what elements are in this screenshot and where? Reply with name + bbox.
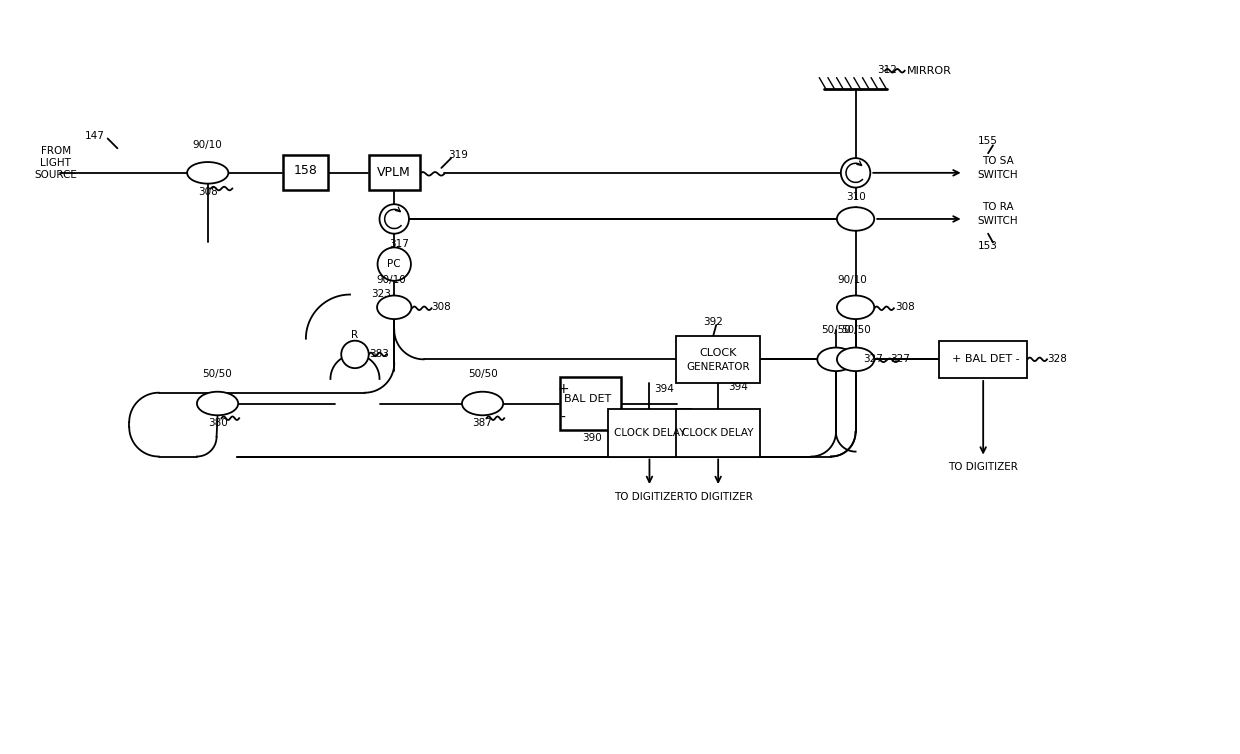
Text: SWITCH: SWITCH [977,216,1018,226]
Text: 308: 308 [432,302,451,312]
Text: 327: 327 [890,354,910,364]
Text: SOURCE: SOURCE [35,170,77,179]
Text: TO DIGITIZER: TO DIGITIZER [615,492,684,501]
Text: 312: 312 [877,65,897,75]
Text: 50/50: 50/50 [821,325,851,335]
Text: SWITCH: SWITCH [977,170,1018,179]
Ellipse shape [197,392,238,415]
Text: + BAL DET -: + BAL DET - [952,354,1021,364]
Bar [677,336,760,383]
Bar [608,409,691,456]
Text: 153: 153 [978,241,998,251]
Text: 308: 308 [198,188,217,198]
Text: LIGHT: LIGHT [40,158,71,168]
Text: 147: 147 [84,130,105,140]
Text: CLOCK DELAY: CLOCK DELAY [682,428,754,438]
Ellipse shape [837,348,874,371]
Text: FROM: FROM [41,146,71,156]
Text: VPLM: VPLM [377,167,412,179]
Text: 50/50: 50/50 [202,369,232,379]
Text: 50/50: 50/50 [841,325,870,335]
Ellipse shape [837,207,874,231]
Text: TO RA: TO RA [982,202,1014,212]
Ellipse shape [817,348,854,371]
Text: 90/10: 90/10 [193,140,223,150]
Bar [939,341,1028,378]
Text: PC: PC [387,259,401,269]
Text: 328: 328 [1047,354,1066,364]
Text: 308: 308 [895,302,915,312]
Ellipse shape [377,296,412,319]
Text: 390: 390 [583,433,603,443]
Text: 50/50: 50/50 [467,369,497,379]
Text: TO DIGITIZER: TO DIGITIZER [949,462,1018,472]
Text: 158: 158 [294,164,317,177]
Text: TO SA: TO SA [982,156,1014,166]
Text: MIRROR: MIRROR [906,66,951,75]
Text: 319: 319 [448,150,467,160]
Text: 155: 155 [978,136,998,146]
Circle shape [379,204,409,234]
Text: R: R [351,329,358,340]
Circle shape [377,247,410,280]
Text: 90/10: 90/10 [377,274,407,285]
Text: 310: 310 [846,192,866,202]
Bar [368,155,420,191]
Text: -: - [560,411,565,425]
Text: 387: 387 [472,418,492,428]
Text: BAL DET: BAL DET [564,394,611,403]
Text: 394: 394 [728,382,748,392]
Circle shape [841,158,870,188]
Text: 380: 380 [207,418,227,428]
Text: TO DIGITIZER: TO DIGITIZER [683,492,753,501]
Text: +: + [557,382,569,396]
Text: CLOCK DELAY: CLOCK DELAY [614,428,686,438]
Text: GENERATOR: GENERATOR [687,362,750,372]
Circle shape [341,341,368,368]
Text: 394: 394 [655,384,675,394]
Bar [677,409,760,456]
Text: 383: 383 [370,349,389,360]
Ellipse shape [463,392,503,415]
Text: 90/10: 90/10 [838,274,868,285]
Bar [560,376,621,431]
Text: 323: 323 [372,289,392,299]
Ellipse shape [837,296,874,319]
Text: 317: 317 [389,238,409,249]
Bar [283,155,329,191]
Text: CLOCK: CLOCK [699,348,737,358]
Ellipse shape [187,162,228,184]
Text: 392: 392 [703,317,723,327]
Text: 327: 327 [863,354,883,364]
